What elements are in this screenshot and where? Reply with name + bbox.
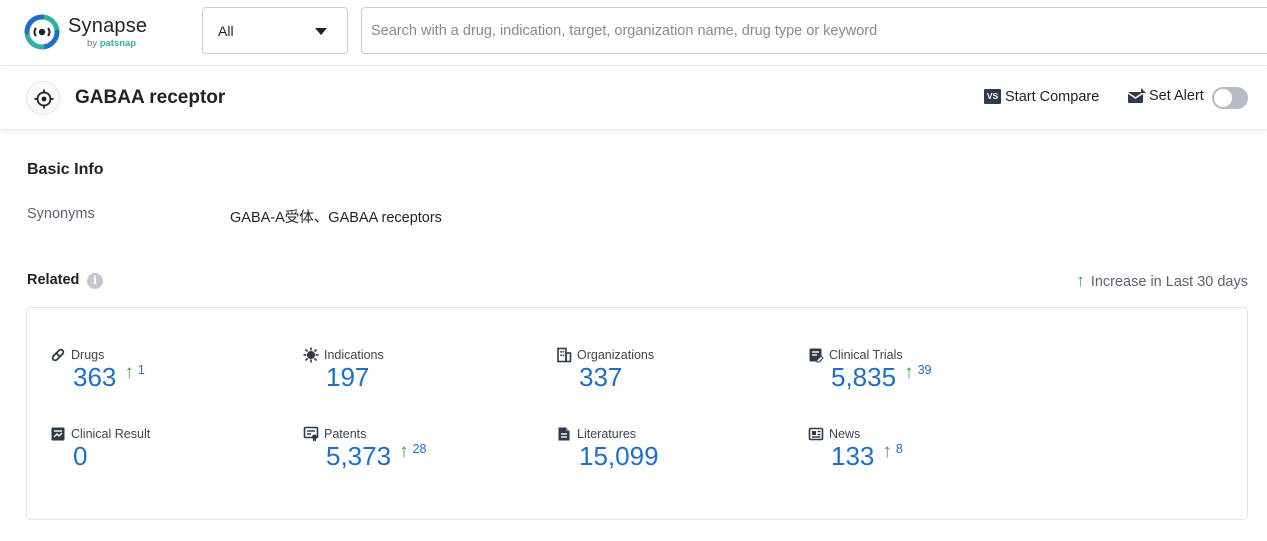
stat-label: Literatures xyxy=(577,427,636,441)
stat-increase: 39 xyxy=(918,363,932,377)
search-box[interactable] xyxy=(361,7,1267,54)
arrow-up-icon: ↑ xyxy=(882,441,892,462)
logo-sub-prefix: by xyxy=(87,38,97,49)
increase-legend: ↑ Increase in Last 30 days xyxy=(1076,271,1248,291)
synonyms-label: Synonyms xyxy=(27,206,95,222)
arrow-up-icon: ↑ xyxy=(124,362,134,383)
stat-label: Clinical Result xyxy=(71,427,150,441)
search-scope-value: All xyxy=(218,23,234,39)
pill-icon xyxy=(50,347,66,363)
compare-icon: VS xyxy=(984,89,1001,104)
synapse-logo[interactable]: Synapse by patsnap xyxy=(24,12,174,52)
stat-value: 197 xyxy=(326,362,369,392)
arrow-up-icon: ↑ xyxy=(904,362,914,383)
related-heading: Related xyxy=(27,272,79,288)
synonyms-value: GABA-A受体、GABAA receptors xyxy=(230,206,442,227)
stat-value: 5,835 xyxy=(831,362,896,392)
stat-value: 5,373 xyxy=(326,441,391,471)
set-alert-label: Set Alert xyxy=(1149,88,1204,104)
target-icon xyxy=(26,81,60,115)
start-compare-button[interactable]: VS Start Compare xyxy=(984,88,1099,108)
logo-title: Synapse xyxy=(68,15,147,38)
search-scope-select[interactable]: All xyxy=(202,7,348,54)
building-icon xyxy=(556,347,572,363)
related-stats-card: Drugs 363 ↑ 1 Indications 197 Organization… xyxy=(26,307,1248,520)
caret-down-icon xyxy=(315,28,327,35)
stat-label: Drugs xyxy=(71,348,104,362)
info-icon[interactable]: i xyxy=(87,273,103,289)
stat-label: Patents xyxy=(324,427,366,441)
search-input[interactable] xyxy=(371,20,1251,42)
logo-sub-brand: patsnap xyxy=(100,38,136,49)
set-alert-button[interactable]: Set Alert xyxy=(1127,87,1204,109)
stat-value: 133 xyxy=(831,441,874,471)
start-compare-label: Start Compare xyxy=(1005,89,1099,105)
news-icon xyxy=(808,426,824,442)
toggle-knob xyxy=(1214,89,1232,107)
synapse-logo-icon xyxy=(24,14,60,50)
stat-increase: 1 xyxy=(138,363,145,377)
page-header: GABAA receptor VS Start Compare Set Alert xyxy=(0,66,1267,130)
stat-label: Indications xyxy=(324,348,384,362)
stat-label: Clinical Trials xyxy=(829,348,903,362)
arrow-up-icon: ↑ xyxy=(1076,271,1085,290)
logo-subtitle: by patsnap xyxy=(87,38,136,49)
result-icon xyxy=(50,426,66,442)
patent-icon xyxy=(303,426,319,442)
stat-increase: 8 xyxy=(896,442,903,456)
stat-value: 337 xyxy=(579,362,622,392)
stat-label: News xyxy=(829,427,860,441)
stat-value: 363 xyxy=(73,362,116,392)
stat-value: 0 xyxy=(73,441,87,471)
alert-icon xyxy=(1127,88,1147,104)
alert-toggle[interactable] xyxy=(1212,87,1248,109)
virus-icon xyxy=(303,347,319,363)
basic-info-heading: Basic Info xyxy=(27,161,103,179)
top-navigation-bar: Synapse by patsnap All xyxy=(0,0,1267,66)
arrow-up-icon: ↑ xyxy=(399,441,409,462)
stat-label: Organizations xyxy=(577,348,654,362)
stat-value: 15,099 xyxy=(579,441,659,471)
clipboard-icon xyxy=(808,347,824,363)
stat-increase: 28 xyxy=(413,442,427,456)
increase-legend-label: Increase in Last 30 days xyxy=(1091,274,1248,290)
page-title: GABAA receptor xyxy=(75,87,225,109)
document-icon xyxy=(556,426,572,442)
